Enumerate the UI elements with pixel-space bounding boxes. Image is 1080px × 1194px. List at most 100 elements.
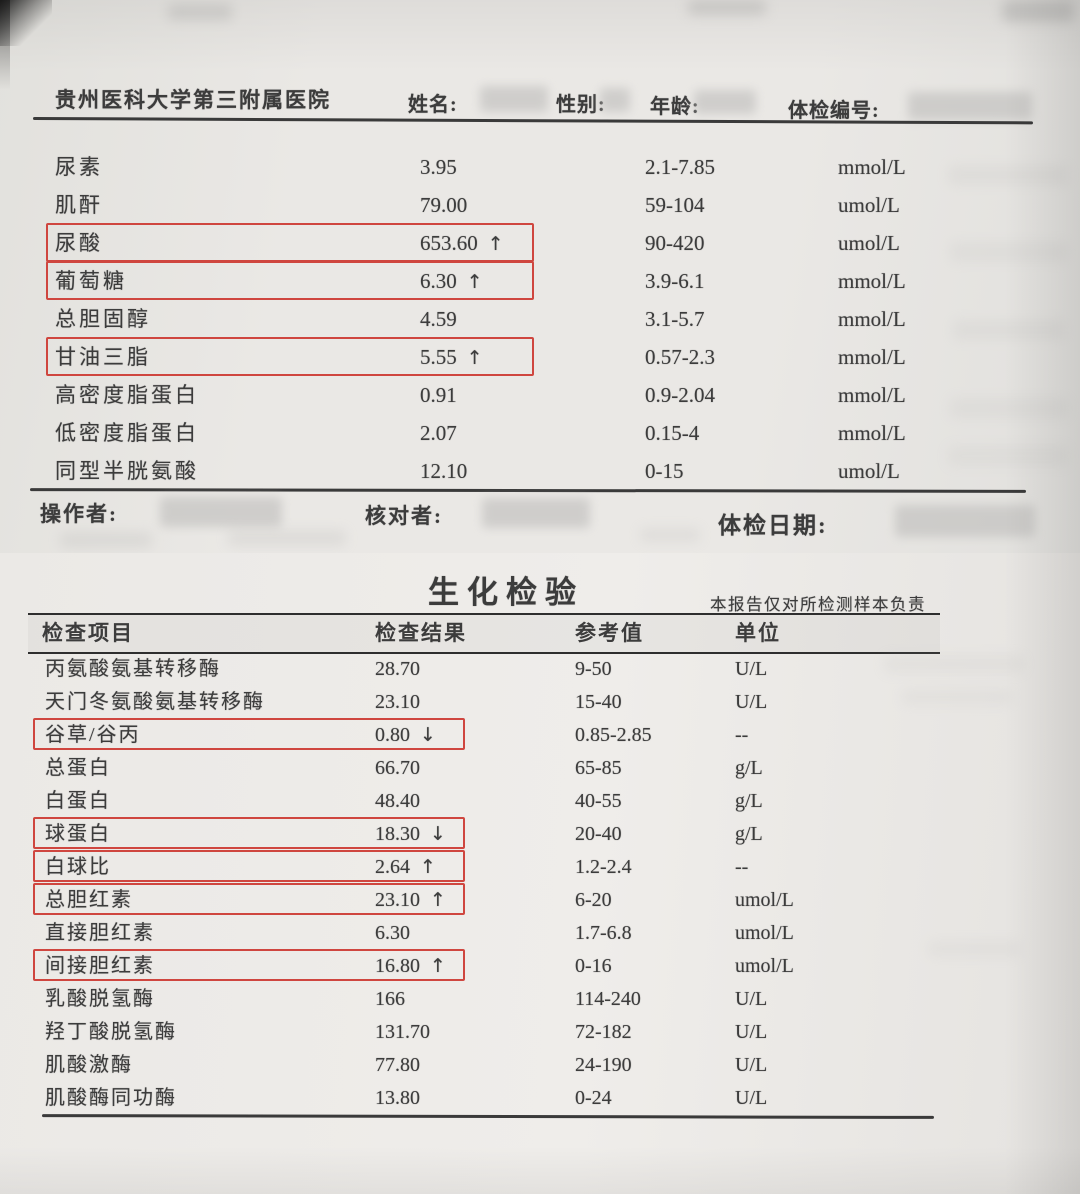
redacted-exam-no: [908, 92, 1032, 120]
unit-value: umol/L: [735, 922, 794, 944]
reference-range: 72-182: [575, 1021, 632, 1043]
exam-no-label: 体检编号:: [788, 100, 880, 122]
table-row: 天门冬氨酸氨基转移酶 23.10 15-40 U/L: [0, 686, 1080, 719]
unit-value: --: [735, 724, 749, 746]
abnormal-highlight-box: [33, 883, 465, 915]
redacted-age: [694, 90, 756, 114]
test-result-value: 2.07: [420, 421, 457, 445]
test-result-value: 653.60 ↑: [420, 231, 504, 255]
table-row: 高密度脂蛋白 0.91 0.9-2.04 mmol/L: [0, 376, 1080, 414]
table-row: 谷草/谷丙 0.80 ↓ 0.85-2.85 --: [0, 718, 1080, 752]
table-header: 检查项目 检查结果 参考值 单位: [28, 613, 940, 654]
unit-value: g/L: [735, 757, 763, 779]
table-row: 球蛋白 18.30 ↓ 20-40 g/L: [0, 817, 1080, 851]
unit-value: U/L: [735, 658, 768, 680]
ghost-text: [928, 941, 1020, 957]
reference-range: 0-15: [645, 459, 684, 483]
reference-range: 3.9-6.1: [645, 269, 705, 293]
abnormal-highlight-box: [33, 949, 465, 981]
table-row: 丙氨酸氨基转移酶 28.70 9-50 U/L: [0, 653, 1080, 686]
abnormal-highlight-box: [33, 718, 465, 750]
test-item-name: 肌酐: [55, 193, 103, 217]
abnormal-highlight-box: [33, 850, 465, 882]
table-bottom-rule: [41, 1114, 935, 1119]
table-row: 肌酸激酶 77.80 24-190 U/L: [0, 1049, 1080, 1082]
table-row: 肌酐 79.00 59-104 umol/L: [0, 186, 1080, 224]
photo-edge-shadow: [0, 0, 10, 90]
test-item-name: 尿酸: [55, 231, 103, 255]
test-item-name: 总蛋白: [45, 757, 111, 779]
table-row: 尿酸 653.60 ↑ 90-420 umol/L: [0, 223, 1080, 262]
test-item-name: 乳酸脱氢酶: [45, 988, 155, 1010]
reference-range: 114-240: [575, 988, 641, 1010]
test-item-name: 丙氨酸氨基转移酶: [45, 658, 221, 680]
unit-value: umol/L: [838, 231, 900, 255]
ghost-text: [948, 165, 1068, 185]
reference-range: 0-16: [575, 955, 612, 977]
test-result-value: 166: [375, 988, 405, 1010]
arrow-up-icon: ↑: [430, 889, 446, 911]
results-table-1: 尿素 3.95 2.1-7.85 mmol/L 肌酐 79.00 59-104 umol/L 尿…: [0, 148, 1080, 490]
unit-value: umol/L: [838, 459, 900, 483]
test-item-name: 白蛋白: [45, 790, 111, 812]
test-item-name: 高密度脂蛋白: [55, 383, 199, 407]
arrow-down-icon: ↓: [430, 823, 446, 845]
operator-label: 操作者:: [40, 502, 118, 526]
unit-value: U/L: [735, 1054, 768, 1076]
header-rule: [32, 117, 1033, 124]
test-item-name: 尿素: [55, 155, 103, 179]
test-item-name: 甘油三脂: [55, 345, 151, 369]
report-title: 生化检验: [428, 575, 584, 610]
test-result-value: 6.30 ↑: [420, 269, 483, 293]
arrow-up-icon: ↑: [430, 955, 446, 977]
test-result-value: 13.80: [375, 1087, 420, 1109]
reference-range: 90-420: [645, 231, 705, 255]
arrow-down-icon: ↓: [420, 724, 436, 746]
reference-range: 6-20: [575, 889, 612, 911]
col-unit: 单位: [735, 621, 781, 645]
disclaimer-text: 本报告仅对所检测样本负责: [710, 595, 926, 614]
table-row: 直接胆红素 6.30 1.7-6.8 umol/L: [0, 917, 1080, 950]
table-row: 羟丁酸脱氢酶 131.70 72-182 U/L: [0, 1016, 1080, 1049]
unit-value: U/L: [735, 691, 768, 713]
age-label: 年龄:: [650, 96, 700, 118]
exam-date-label: 体检日期:: [718, 513, 828, 538]
gender-label: 性别:: [556, 94, 606, 116]
table-row: 总胆红素 23.10 ↑ 6-20 umol/L: [0, 883, 1080, 917]
ghost-text: [953, 320, 1065, 340]
test-item-name: 总胆红素: [45, 889, 133, 911]
reference-range: 3.1-5.7: [645, 307, 705, 331]
table-row: 肌酸酶同功酶 13.80 0-24 U/L: [0, 1082, 1080, 1115]
reference-range: 59-104: [645, 193, 705, 217]
reference-range: 24-190: [575, 1054, 632, 1076]
hospital-name: 贵州医科大学第三附属医院: [55, 88, 331, 112]
test-item-name: 直接胆红素: [45, 922, 155, 944]
test-item-name: 谷草/谷丙: [45, 724, 141, 746]
unit-value: mmol/L: [838, 345, 906, 369]
test-item-name: 球蛋白: [45, 823, 111, 845]
test-item-name: 白球比: [45, 856, 111, 878]
redaction-smudge: [168, 4, 232, 20]
reference-range: 1.2-2.4: [575, 856, 632, 878]
ghost-text: [60, 532, 152, 548]
test-item-name: 低密度脂蛋白: [55, 421, 199, 445]
report-page-1: 贵州医科大学第三附属医院 姓名: 性别: 年龄: 体检编号: 尿素 3.95 2.1…: [0, 0, 1080, 553]
test-result-value: 3.95: [420, 155, 457, 179]
test-result-value: 131.70: [375, 1021, 430, 1043]
test-item-name: 葡萄糖: [55, 269, 127, 293]
unit-value: mmol/L: [838, 269, 906, 293]
table-row: 总胆固醇 4.59 3.1-5.7 mmol/L: [0, 300, 1080, 338]
table-bottom-rule: [29, 488, 1027, 493]
reference-range: 65-85: [575, 757, 622, 779]
abnormal-highlight-box: [46, 261, 534, 300]
test-result-value: 0.80 ↓: [375, 724, 436, 746]
unit-value: --: [735, 856, 749, 878]
table-row: 葡萄糖 6.30 ↑ 3.9-6.1 mmol/L: [0, 261, 1080, 300]
reference-range: 20-40: [575, 823, 622, 845]
test-result-value: 48.40: [375, 790, 420, 812]
ghost-text: [884, 655, 1024, 673]
unit-value: U/L: [735, 988, 768, 1010]
unit-value: g/L: [735, 790, 763, 812]
unit-value: U/L: [735, 1087, 768, 1109]
